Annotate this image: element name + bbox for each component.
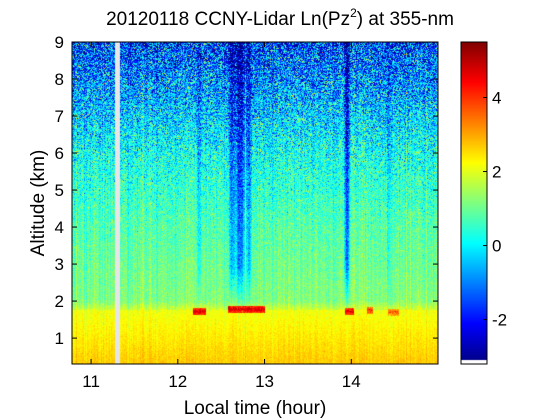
y-axis-label: Altitude (km)	[28, 150, 49, 257]
y-tick-label: 2	[55, 292, 64, 311]
x-axis-label: Local time (hour)	[184, 398, 327, 419]
plot-frame	[71, 41, 488, 365]
y-tick-label: 8	[55, 70, 64, 89]
x-tick-label: 13	[255, 372, 274, 391]
chart-title: 20120118 CCNY-Lidar Ln(Pz2) at 355-nm	[0, 6, 560, 31]
x-tick-label: 14	[342, 372, 361, 391]
lidar-heatmap	[72, 42, 438, 364]
colorbar-tick-label: 2	[492, 163, 501, 182]
colorbar-tick-label: 0	[492, 237, 501, 256]
x-tick-label: 11	[82, 372, 100, 391]
chart-title-suffix: ) at 355-nm	[356, 9, 454, 30]
x-tick-label: 12	[168, 372, 187, 391]
y-tick-label: 1	[55, 329, 64, 348]
y-tick-label: 4	[55, 218, 64, 237]
plot-border	[71, 41, 439, 365]
colorbar-ticks: -2 0 2 4	[483, 89, 507, 330]
chart-title-superscript: 2	[350, 6, 357, 20]
y-tick-label: 6	[55, 144, 64, 163]
y-tick-label: 7	[55, 107, 64, 126]
colorbar-tick-label: -2	[492, 311, 507, 330]
colorbar	[461, 42, 487, 364]
y-tick-label: 9	[55, 33, 64, 52]
chart-title-prefix: 20120118 CCNY-Lidar Ln(Pz	[106, 9, 351, 30]
y-tick-label: 3	[55, 255, 64, 274]
colorbar-tick-label: 4	[492, 89, 501, 108]
y-axis-ticks: 1 2 3 4 5 6 7 8 9	[55, 33, 438, 348]
y-tick-label: 5	[55, 181, 64, 200]
colorbar-border	[460, 41, 488, 365]
x-axis-ticks: 11 12 13 14	[82, 42, 361, 391]
